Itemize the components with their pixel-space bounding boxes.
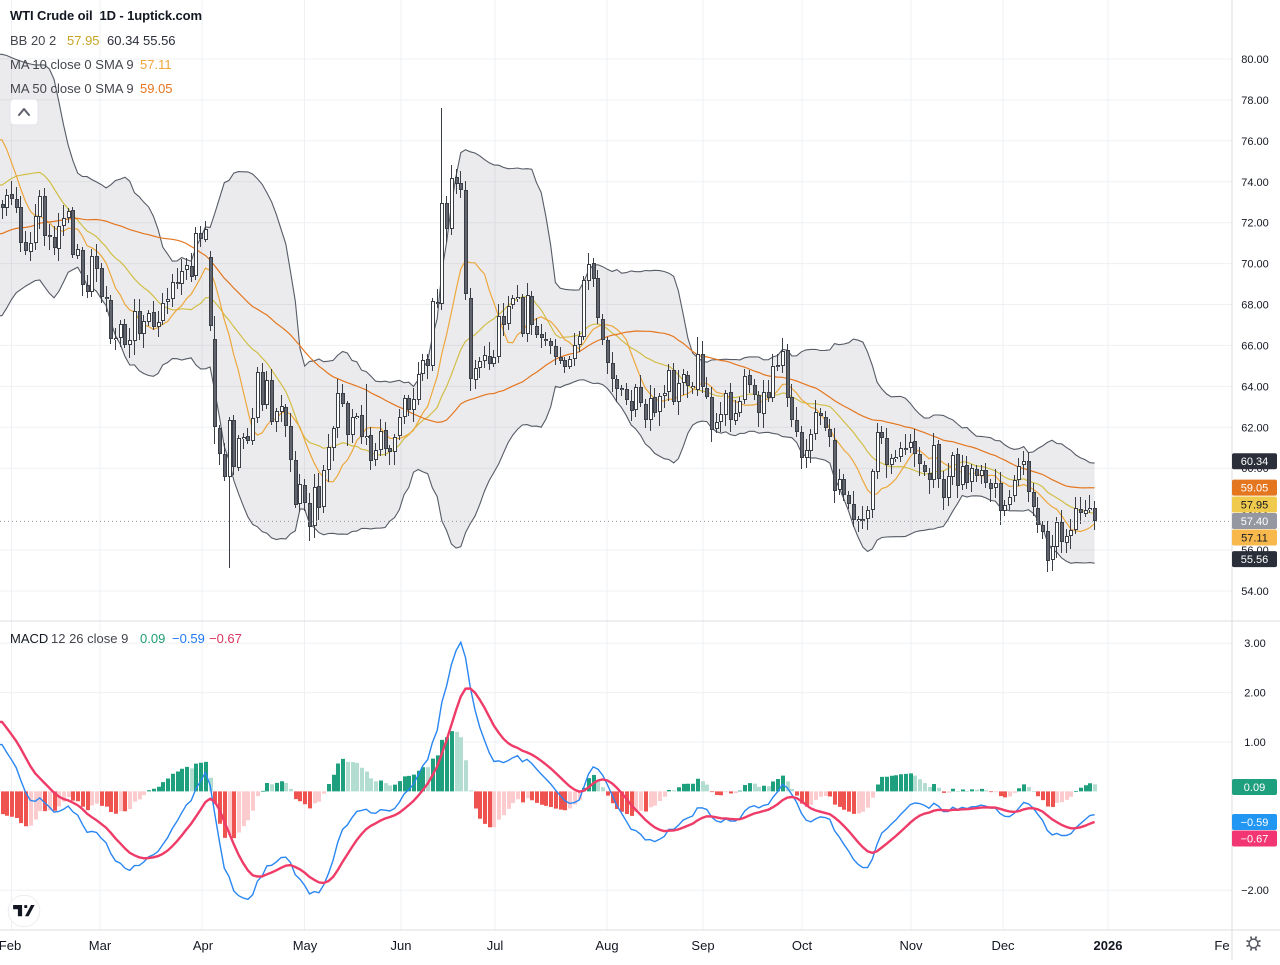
svg-text:BB 20 2: BB 20 2: [10, 33, 56, 48]
svg-text:76.00: 76.00: [1241, 136, 1269, 148]
svg-text:Oct: Oct: [792, 938, 813, 953]
svg-text:74.00: 74.00: [1241, 177, 1269, 189]
svg-text:MA 50 close 0 SMA 9: MA 50 close 0 SMA 9: [10, 81, 134, 96]
svg-text:55.56: 55.56: [143, 33, 176, 48]
svg-text:59.05: 59.05: [1241, 483, 1269, 495]
svg-text:68.00: 68.00: [1241, 300, 1269, 312]
svg-text:May: May: [293, 938, 318, 953]
svg-text:64.00: 64.00: [1241, 381, 1269, 393]
svg-text:Jun: Jun: [391, 938, 412, 953]
svg-text:3.00: 3.00: [1244, 638, 1265, 650]
svg-text:66.00: 66.00: [1241, 340, 1269, 352]
svg-text:−0.59: −0.59: [1241, 817, 1269, 829]
svg-text:Fe: Fe: [1214, 938, 1229, 953]
svg-text:−0.59: −0.59: [172, 631, 205, 646]
svg-text:57.11: 57.11: [1241, 533, 1268, 545]
svg-text:Feb: Feb: [0, 938, 21, 953]
svg-text:1.00: 1.00: [1244, 737, 1265, 749]
svg-text:Nov: Nov: [899, 938, 923, 953]
svg-text:Jul: Jul: [487, 938, 504, 953]
svg-text:80.00: 80.00: [1241, 54, 1269, 66]
svg-text:−0.67: −0.67: [209, 631, 242, 646]
svg-text:Mar: Mar: [89, 938, 112, 953]
svg-text:Aug: Aug: [595, 938, 618, 953]
svg-text:57.95: 57.95: [67, 33, 100, 48]
svg-text:60.34: 60.34: [107, 33, 140, 48]
svg-text:0.09: 0.09: [140, 631, 165, 646]
svg-text:12 26 close 9: 12 26 close 9: [51, 631, 128, 646]
svg-text:−2.00: −2.00: [1241, 885, 1269, 897]
svg-text:78.00: 78.00: [1241, 95, 1269, 107]
svg-text:2026: 2026: [1094, 938, 1123, 953]
svg-text:MA 10 close 0 SMA 9: MA 10 close 0 SMA 9: [10, 57, 134, 72]
svg-text:59.05: 59.05: [140, 81, 173, 96]
svg-text:Apr: Apr: [193, 938, 214, 953]
svg-text:Dec: Dec: [991, 938, 1015, 953]
svg-text:MACD: MACD: [10, 631, 48, 646]
svg-text:54.00: 54.00: [1241, 586, 1269, 598]
svg-text:WTI Crude oil 1D - 1uptick.co: WTI Crude oil 1D - 1uptick.com: [10, 8, 202, 23]
svg-text:62.00: 62.00: [1241, 422, 1269, 434]
svg-text:60.34: 60.34: [1241, 456, 1269, 468]
svg-text:57.11: 57.11: [140, 57, 172, 72]
svg-text:0.09: 0.09: [1244, 782, 1265, 794]
svg-text:55.56: 55.56: [1241, 554, 1269, 566]
svg-text:2.00: 2.00: [1244, 688, 1265, 700]
svg-text:Sep: Sep: [691, 938, 714, 953]
svg-text:70.00: 70.00: [1241, 259, 1269, 271]
svg-text:−0.67: −0.67: [1241, 834, 1269, 846]
svg-text:57.40: 57.40: [1241, 516, 1269, 528]
svg-text:57.95: 57.95: [1241, 500, 1269, 512]
svg-text:72.00: 72.00: [1241, 218, 1269, 230]
